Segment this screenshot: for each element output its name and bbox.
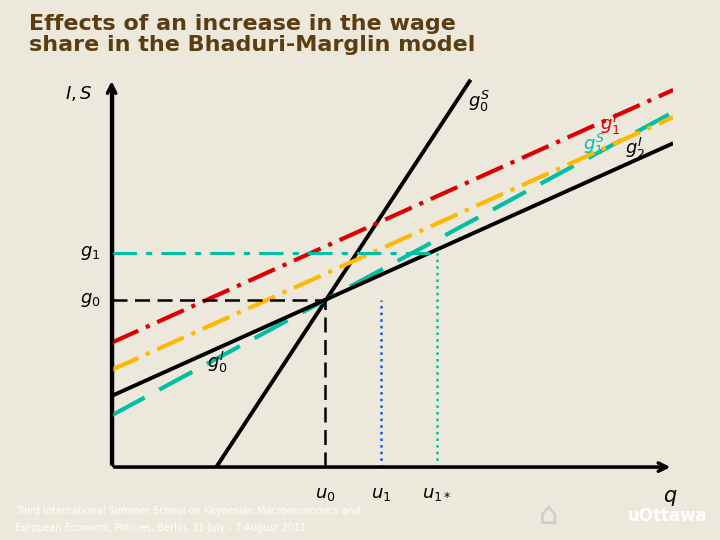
Text: Effects of an increase in the wage: Effects of an increase in the wage	[29, 14, 456, 33]
Text: European Economic Policies, Berlin, 31 July - 7 August 2011: European Economic Policies, Berlin, 31 J…	[15, 523, 306, 533]
Text: $I, S$: $I, S$	[65, 84, 92, 103]
Text: Third International Summer School on Keynesian Macroeconomics and: Third International Summer School on Key…	[15, 506, 360, 516]
Text: $g_1$: $g_1$	[80, 244, 100, 262]
Text: share in the Bhaduri-Marglin model: share in the Bhaduri-Marglin model	[29, 35, 475, 55]
Text: $g^S_0$: $g^S_0$	[468, 89, 490, 114]
Text: $u_{1*}$: $u_{1*}$	[423, 484, 452, 503]
Text: $g_0$: $g_0$	[80, 291, 100, 309]
Text: $u_1$: $u_1$	[371, 484, 391, 503]
Text: $g^S_1$: $g^S_1$	[583, 132, 606, 157]
Text: $q$: $q$	[663, 489, 678, 509]
Text: $g^I_1$: $g^I_1$	[600, 111, 621, 137]
Text: $g^I_2$: $g^I_2$	[626, 136, 646, 161]
Text: $u_0$: $u_0$	[315, 484, 336, 503]
Text: uOttawa: uOttawa	[628, 507, 707, 525]
Text: $g^I_0$: $g^I_0$	[207, 350, 228, 375]
Text: ⌂: ⌂	[539, 501, 559, 530]
